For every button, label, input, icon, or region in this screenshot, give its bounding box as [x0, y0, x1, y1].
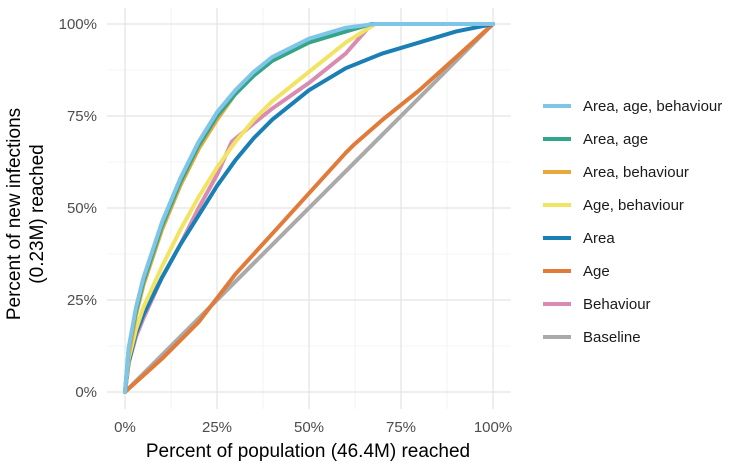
x-tick-label: 75% — [386, 419, 416, 436]
series-line-baseline — [123, 22, 495, 394]
series-line-area-age-behaviour — [123, 22, 495, 394]
legend-label-age-behaviour: Age, behaviour — [583, 197, 684, 214]
y-axis-title-line-2: (0.23M) reached — [27, 144, 48, 283]
y-axis-title: Percent of new infections (0.23M) reache… — [4, 108, 48, 320]
legend-label-area-age: Area, age — [583, 131, 648, 148]
x-tick-label: 100% — [474, 419, 512, 436]
x-tick-label: 25% — [202, 419, 232, 436]
series-line-age — [123, 22, 495, 394]
y-tick-label: 50% — [67, 200, 97, 217]
series-lines — [123, 22, 495, 394]
y-tick-label: 75% — [67, 108, 97, 125]
legend-label-area-age-behaviour: Area, age, behaviour — [583, 98, 722, 115]
y-tick-label: 25% — [67, 292, 97, 309]
y-tick-label: 100% — [59, 16, 97, 33]
grid — [107, 8, 511, 409]
x-tick-label: 50% — [294, 419, 324, 436]
legend-label-age: Age — [583, 263, 610, 280]
legend-label-baseline: Baseline — [583, 329, 641, 346]
y-axis-title-line-1: Percent of new infections — [4, 108, 25, 320]
legend-label-area-behaviour: Area, behaviour — [583, 164, 689, 181]
series-line-age-behaviour — [123, 22, 495, 394]
legend-label-area: Area — [583, 230, 615, 247]
y-tick-label: 0% — [75, 384, 97, 401]
tick-labels: 0% 25% 50% 75% 100% 0% 25% 50% 75% 100% — [59, 16, 513, 436]
legend-label-behaviour: Behaviour — [583, 296, 651, 313]
legend: Area, age, behaviour Area, age Area, behav… — [543, 98, 722, 346]
x-axis-title: Percent of population (46.4M) reached — [146, 441, 470, 461]
x-tick-label: 0% — [114, 419, 136, 436]
